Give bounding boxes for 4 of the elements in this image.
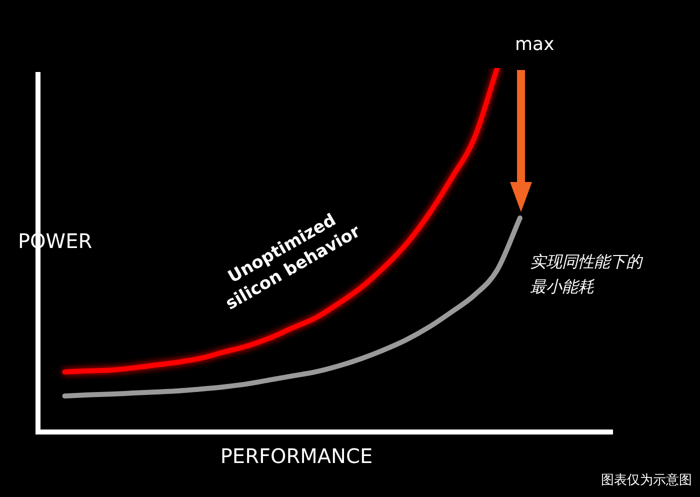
text: max xyxy=(515,34,554,55)
series-label: 实现同性能下的最小能耗 xyxy=(530,252,644,296)
text: 图表仅为示意图 xyxy=(601,472,692,489)
x-axis-title: PERFORMANCE xyxy=(220,444,373,468)
